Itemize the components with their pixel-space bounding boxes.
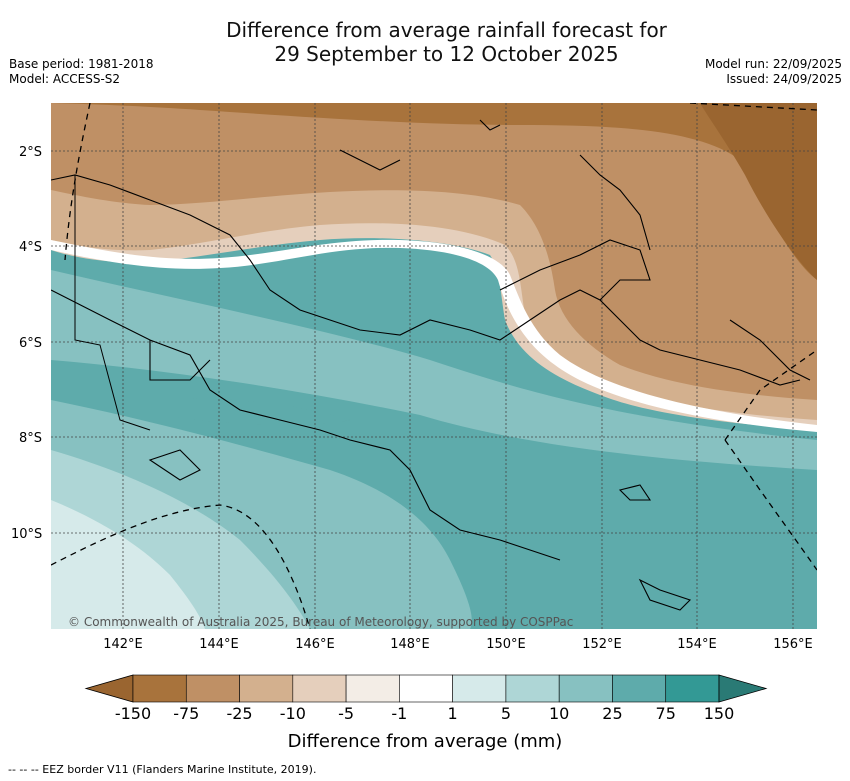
colorbar-tick-label: 1 bbox=[447, 704, 458, 723]
lon-label: 142°E bbox=[103, 637, 143, 652]
longitude-labels: 142°E 144°E 146°E 148°E 150°E 152°E 154°… bbox=[103, 637, 813, 652]
region-neg1-1-teal bbox=[51, 500, 205, 629]
colorbar-segment bbox=[399, 674, 453, 703]
region-neg150-neg75 bbox=[700, 103, 817, 280]
lat-label: 8°S bbox=[19, 431, 42, 446]
footer-note: -- -- -- EEZ border V11 (Flanders Marine… bbox=[8, 763, 317, 776]
model-run: Model run: 22/09/2025 bbox=[704, 57, 842, 71]
colorbar-segment bbox=[612, 674, 667, 703]
lon-label: 156°E bbox=[773, 637, 813, 652]
lat-label: 2°S bbox=[19, 145, 42, 160]
colorbar-segment bbox=[665, 674, 720, 703]
lon-label: 154°E bbox=[677, 637, 717, 652]
chart-title: Difference from average rainfall forecas… bbox=[0, 18, 850, 66]
colorbar-tick-label: -1 bbox=[391, 704, 408, 723]
colorbar-segment bbox=[292, 674, 347, 703]
lon-label: 144°E bbox=[199, 637, 239, 652]
lon-label: 150°E bbox=[486, 637, 526, 652]
colorbar-tick-label: -75 bbox=[173, 704, 200, 723]
colorbar-tick-label: -10 bbox=[279, 704, 306, 723]
lat-label: 4°S bbox=[19, 240, 42, 255]
colorbar-segment bbox=[505, 674, 560, 703]
colorbar-tick-label: 25 bbox=[602, 704, 623, 723]
colorbar-extend-high bbox=[718, 674, 768, 703]
colorbar bbox=[84, 674, 768, 703]
latitude-labels: 2°S 4°S 6°S 8°S 10°S bbox=[11, 145, 42, 542]
issued-date: Issued: 24/09/2025 bbox=[726, 72, 842, 86]
base-period: Base period: 1981-2018 bbox=[9, 57, 154, 71]
colorbar-segment bbox=[132, 674, 187, 703]
region-neutral bbox=[51, 239, 817, 432]
coastlines bbox=[51, 119, 811, 611]
colorbar-tick-label: 150 bbox=[703, 704, 735, 723]
colorbar-segment bbox=[558, 674, 613, 703]
region-west-dark bbox=[160, 398, 350, 426]
colorbar-segment bbox=[345, 674, 400, 703]
colorbar-tick-label: -150 bbox=[114, 704, 152, 723]
lon-label: 146°E bbox=[295, 637, 335, 652]
model-name: Model: ACCESS-S2 bbox=[9, 72, 121, 86]
lat-label: 6°S bbox=[19, 336, 42, 351]
meta-right: Model run: 22/09/2025 Issued: 24/09/2025 bbox=[705, 57, 842, 87]
region-central-band bbox=[51, 270, 817, 470]
lat-label: 10°S bbox=[11, 527, 42, 542]
colorbar-segment bbox=[185, 674, 240, 703]
colorbar-tick-label: 75 bbox=[655, 704, 676, 723]
colorbar-tick-label: -5 bbox=[338, 704, 355, 723]
colorbar-extend-low bbox=[84, 674, 134, 703]
copyright-notice: © Commonwealth of Australia 2025, Bureau… bbox=[68, 615, 573, 629]
title-line-2: 29 September to 12 October 2025 bbox=[274, 42, 619, 66]
eez-borders bbox=[51, 103, 817, 629]
map-area: © Commonwealth of Australia 2025, Bureau… bbox=[51, 103, 817, 629]
title-line-1: Difference from average rainfall forecas… bbox=[226, 18, 667, 42]
colorbar-title: Difference from average (mm) bbox=[287, 731, 563, 752]
colorbar-tick-label: 5 bbox=[500, 704, 511, 723]
colorbar-tick-label: -25 bbox=[226, 704, 253, 723]
lon-label: 148°E bbox=[390, 637, 430, 652]
meta-left: Base period: 1981-2018 Model: ACCESS-S2 bbox=[9, 57, 154, 87]
colorbar-segment bbox=[239, 674, 294, 703]
colorbar-segment bbox=[452, 674, 507, 703]
colorbar-tick-label: 10 bbox=[548, 704, 570, 723]
lon-label: 152°E bbox=[582, 637, 622, 652]
